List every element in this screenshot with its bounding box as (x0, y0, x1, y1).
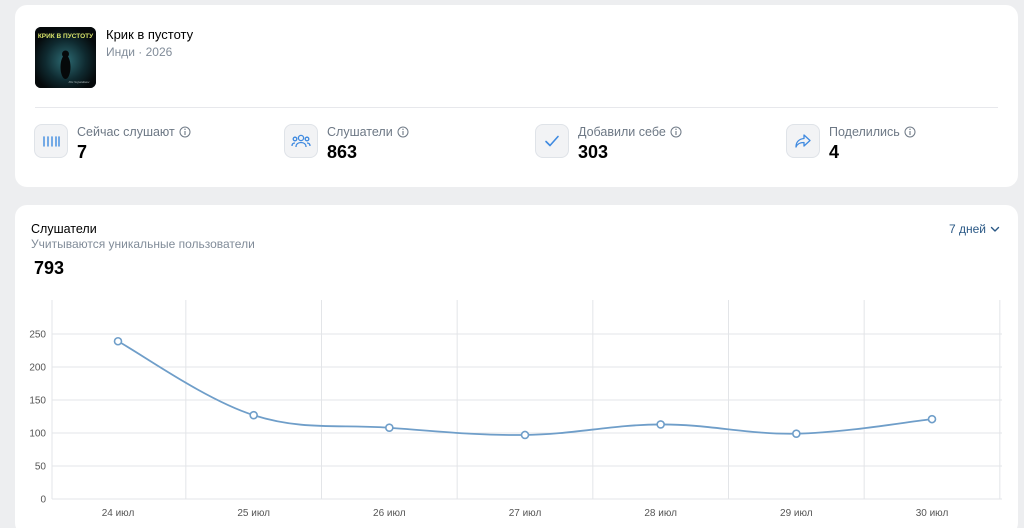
album-cover[interactable]: КРИК В ПУСТОТУ Dis Sojuzdnaw (35, 27, 96, 88)
y-tick-label: 250 (29, 330, 46, 341)
chevron-down-icon (990, 226, 1000, 232)
stat-value: 4 (829, 142, 840, 162)
check-icon (535, 124, 569, 158)
info-icon[interactable] (179, 126, 191, 138)
period-dropdown[interactable]: 7 дней (949, 222, 1000, 236)
x-tick-label: 29 июл (780, 508, 813, 519)
chart-title: Слушатели (31, 222, 97, 236)
info-icon[interactable] (670, 126, 682, 138)
cover-signature: Dis Sojuzdnaw (68, 80, 91, 84)
cover-title-text: КРИК В ПУСТОТУ (38, 33, 94, 40)
stat-value: 863 (327, 142, 358, 162)
release-title[interactable]: Крик в пустоту (106, 27, 194, 42)
stat-label: Добавили себе (578, 125, 666, 139)
series-line (117, 340, 933, 436)
info-icon[interactable] (397, 126, 409, 138)
info-icon[interactable] (904, 126, 916, 138)
album-cover-art: КРИК В ПУСТОТУ Dis Sojuzdnaw (35, 27, 96, 88)
divider (35, 107, 998, 108)
x-tick-label: 25 июл (237, 508, 270, 519)
users-icon (284, 124, 318, 158)
share-icon (786, 124, 820, 158)
equalizer-icon (34, 124, 68, 158)
data-point (656, 420, 665, 429)
stat-value: 7 (77, 142, 88, 162)
data-point (385, 423, 394, 433)
data-point (113, 336, 123, 346)
x-tick-label: 28 июл (644, 508, 677, 519)
stat-label: Слушатели (327, 125, 393, 139)
chart-subtitle: Учитываются уникальные пользователи (31, 237, 255, 251)
y-tick-label: 100 (29, 429, 46, 440)
data-point (249, 410, 258, 420)
x-tick-label: 30 июл (916, 508, 949, 519)
y-tick-label: 150 (29, 396, 46, 407)
listeners-chart-card: Слушатели Учитываются уникальные пользов… (15, 205, 1018, 528)
data-point (520, 430, 530, 440)
data-point (927, 414, 937, 424)
release-genre-year: Инди · 2026 (106, 45, 173, 59)
stat-label: Сейчас слушают (77, 125, 175, 139)
stat-label: Поделились (829, 125, 900, 139)
x-tick-label: 26 июл (373, 508, 406, 519)
x-tick-label: 24 июл (102, 508, 135, 519)
line-chart: 0 50 100 150 200 250 24 июл 25 июл 26 июл 27 июл 2… (29, 300, 1002, 519)
stat-value: 303 (578, 142, 609, 162)
y-tick-label: 0 (40, 495, 46, 506)
period-label: 7 дней (948, 222, 986, 236)
release-summary-card: КРИК В ПУСТОТУ Dis Sojuzdnaw Крик в пуст… (15, 5, 1018, 187)
chart-total: 793 (34, 258, 65, 278)
y-tick-label: 200 (29, 363, 46, 374)
x-tick-label: 27 июл (509, 508, 542, 519)
data-point (792, 429, 801, 438)
y-tick-label: 50 (35, 462, 47, 473)
